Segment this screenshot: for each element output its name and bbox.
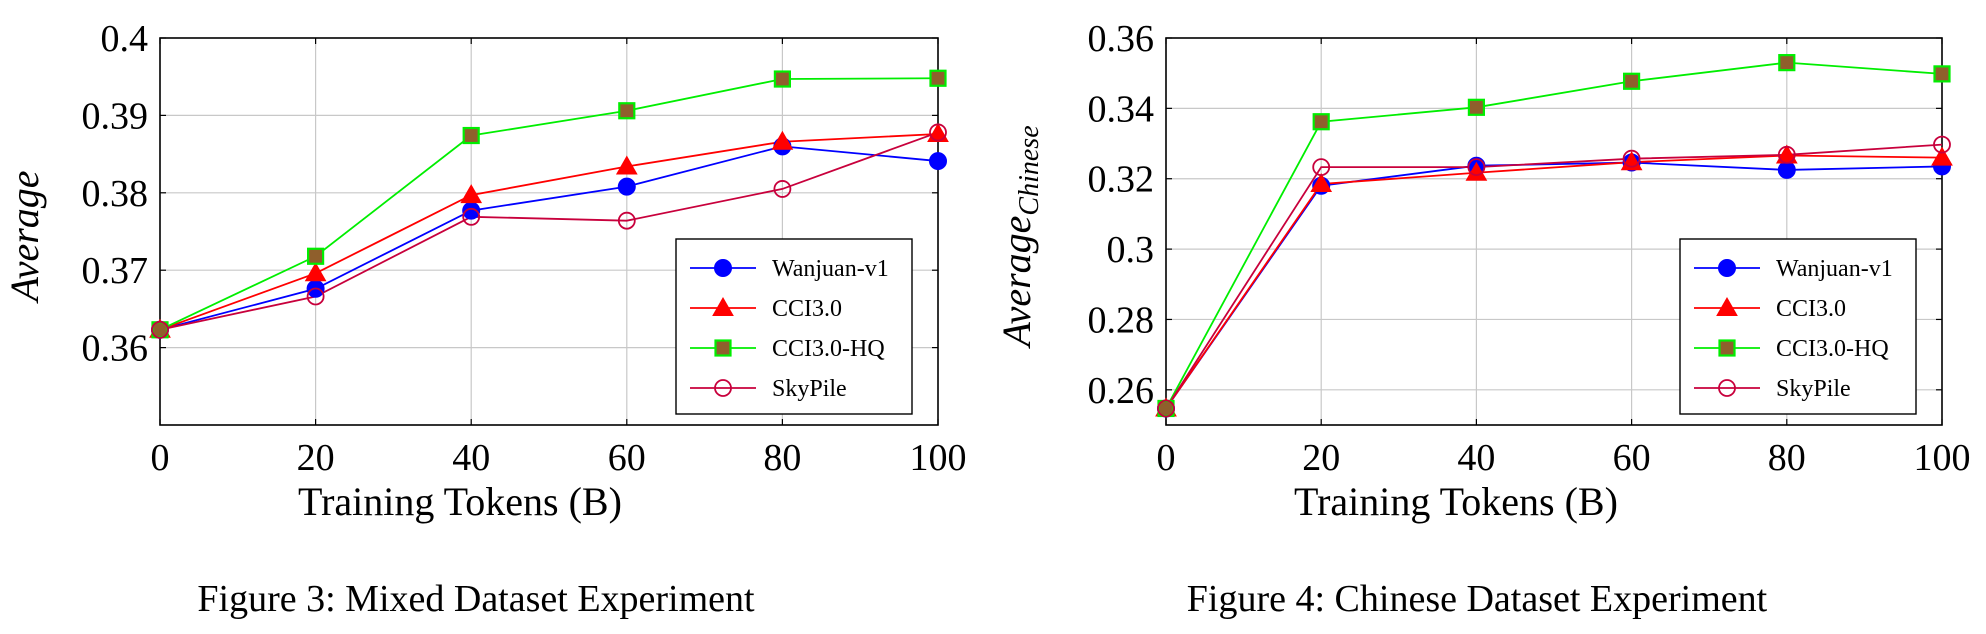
chart0-series-3-point-1 (306, 287, 325, 306)
chart0-series-3-point-4 (773, 180, 792, 198)
chart0-series-0-point-3 (617, 177, 636, 196)
chart0-legend-marker-3 (714, 379, 732, 397)
chart0-xtick-label-4: 80 (763, 437, 801, 479)
chart0-ytick-label-3: 0.39 (82, 95, 149, 137)
chart0-series-0-point-5 (929, 152, 947, 171)
chart1-xtick-label-5: 100 (1914, 437, 1971, 479)
chart1-ytick-label-5: 0.36 (1088, 18, 1155, 60)
chart1-legend-label-0: Wanjuan-v1 (1776, 256, 1893, 282)
chart1-series-3-point-0 (1157, 399, 1175, 418)
chart0-series-line-1 (159, 133, 939, 331)
chart1-ytick-label-3: 0.32 (1088, 159, 1155, 201)
chart0-series-2-point-5 (929, 69, 947, 87)
chart1-ytick-label-4: 0.34 (1088, 88, 1155, 130)
chart0-plot-frame (159, 37, 939, 426)
chart1-series-2-point-4 (1778, 54, 1796, 72)
chart0-ytick-label-0: 0.36 (82, 328, 149, 370)
chart1-legend-marker-1 (1716, 296, 1738, 316)
chart0-ytick-label-2: 0.38 (82, 173, 149, 215)
chart1-series-line-1 (1165, 154, 1943, 409)
chart0-xtick-label-3: 60 (608, 437, 646, 479)
chart1-legend-label-3: SkyPile (1776, 376, 1851, 402)
chart0-series-2-point-1 (307, 247, 325, 265)
chart1-ytick-label-2: 0.3 (1107, 229, 1155, 271)
chart0-xtick-label-2: 40 (452, 437, 490, 479)
chart1-series-3-point-2 (1467, 158, 1486, 177)
chart1-xtick-label-0: 0 (1157, 437, 1176, 479)
chart0-series-3-point-0 (151, 320, 169, 339)
chart0-legend-label-1: CCI3.0 (772, 296, 842, 322)
chart0-series-3-point-5 (929, 123, 947, 142)
chart0-legend-marker-0 (714, 259, 732, 277)
chart0-series-1-point-2 (460, 184, 483, 204)
chart1-legend-marker-2 (1718, 339, 1736, 357)
chart-mixed-caption: Figure 3: Mixed Dataset Experiment (197, 578, 755, 620)
chart0-series-2-point-2 (462, 126, 480, 145)
chart1-series-line-3 (1165, 143, 1943, 409)
chart1-xtick-label-3: 60 (1613, 437, 1651, 479)
chart0-series-2-point-3 (618, 102, 636, 120)
chart0-series-1-point-5 (927, 122, 949, 142)
chart1-series-2-point-5 (1933, 65, 1951, 83)
chart1-series-0-point-4 (1777, 160, 1796, 179)
chart1-series-1-point-1 (1310, 172, 1333, 193)
chart0-ytick-label-1: 0.37 (82, 250, 149, 292)
chart1-legend-label-1: CCI3.0 (1776, 296, 1846, 322)
chart0-legend-label-3: SkyPile (772, 376, 847, 402)
chart1-series-3-point-3 (1622, 149, 1641, 168)
chart-mixed-ylabel: Average (2, 170, 47, 304)
chart1-legend-marker-0 (1718, 259, 1736, 277)
chart-chinese-ylabel: AverageChinese (994, 125, 1045, 349)
chart0-series-3-point-3 (617, 211, 636, 230)
chart0-series-line-2 (159, 77, 939, 331)
chart1-series-1-point-2 (1465, 161, 1488, 181)
chart0-series-line-3 (159, 131, 939, 331)
chart1-series-2-point-2 (1467, 98, 1486, 116)
chart0-legend-label-2: CCI3.0-HQ (772, 336, 885, 362)
chart0-series-line-0 (159, 145, 939, 331)
chart1-series-2-point-1 (1312, 113, 1330, 131)
chart-chinese-caption: Figure 4: Chinese Dataset Experiment (1187, 578, 1768, 620)
chart0-legend-label-0: Wanjuan-v1 (772, 256, 889, 282)
chart1-ytick-label-0: 0.26 (1088, 370, 1155, 412)
chart1-series-3-point-5 (1933, 135, 1951, 154)
chart1-series-3-point-1 (1312, 158, 1331, 177)
chart-chinese-xlabel: Training Tokens (B) (1294, 479, 1618, 524)
chart0-xtick-label-1: 20 (297, 437, 335, 479)
chart1-series-line-2 (1165, 61, 1943, 409)
chart1-series-1-point-5 (1931, 146, 1953, 166)
chart0-series-1-point-4 (771, 130, 794, 150)
chart1-xtick-label-2: 40 (1457, 437, 1495, 479)
chart0-ytick-label-4: 0.4 (101, 18, 149, 60)
chart0-legend-marker-1 (712, 296, 734, 316)
chart1-legend-label-2: CCI3.0-HQ (1776, 336, 1889, 362)
chart-mixed-dataset: 0 20 40 60 80 100 0.36 0.37 0.38 0.39 0.4 Wanjuan-v… (82, 18, 967, 479)
chart-chinese-dataset: 0 20 40 60 80 100 0.26 0.28 0.3 0.32 0.34 0.36 Wanju… (1088, 18, 1971, 479)
chart1-xtick-label-4: 80 (1768, 437, 1806, 479)
chart0-series-1-point-3 (615, 155, 638, 175)
chart1-xtick-label-1: 20 (1302, 437, 1340, 479)
chart1-series-2-point-3 (1622, 72, 1641, 90)
chart0-xtick-label-0: 0 (151, 437, 170, 479)
chart0-legend-marker-2 (714, 339, 732, 357)
chart0-series-1-point-1 (304, 262, 327, 282)
chart0-series-3-point-2 (462, 207, 481, 226)
chart1-ytick-label-1: 0.28 (1088, 299, 1155, 341)
chart-mixed-xlabel: Training Tokens (B) (298, 479, 622, 524)
chart1-plot-frame (1165, 37, 1943, 426)
chart1-legend-marker-3 (1718, 379, 1736, 397)
chart0-xtick-label-5: 100 (910, 437, 967, 479)
chart1-series-3-point-4 (1777, 145, 1796, 164)
chart0-series-2-point-4 (773, 70, 792, 88)
